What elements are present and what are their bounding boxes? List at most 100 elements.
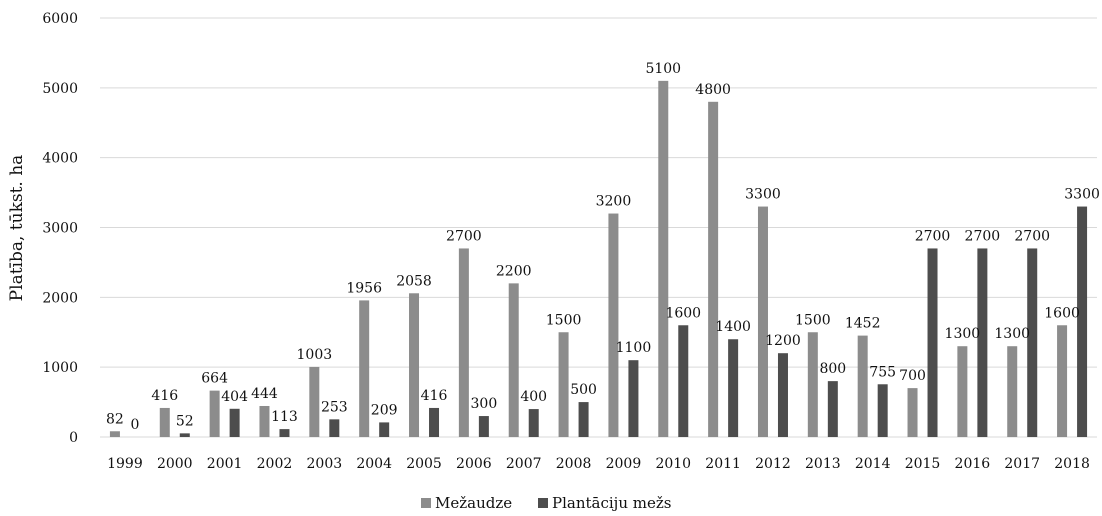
bar-mezaudze-2010 — [658, 80, 669, 437]
x-tick-label: 2005 — [406, 456, 442, 472]
bar-mezaudze-2000 — [159, 407, 170, 437]
bar-plantaciju-mezs-2002 — [279, 429, 290, 437]
bar-mezaudze-2011 — [708, 101, 719, 438]
bar-mezaudze-2003 — [309, 366, 320, 437]
data-label-mezaudze-2001: 664 — [201, 371, 228, 387]
data-label-plantaciju-mezs-2000: 52 — [176, 413, 194, 429]
data-label-mezaudze-2002: 444 — [251, 386, 278, 402]
bar-plantaciju-mezs-2009 — [628, 360, 639, 437]
bar-mezaudze-2014 — [857, 335, 868, 437]
bar-plantaciju-mezs-2014 — [877, 384, 888, 437]
data-label-plantaciju-mezs-2011: 1400 — [715, 319, 751, 335]
x-tick-label: 2010 — [655, 456, 691, 472]
data-label-plantaciju-mezs-2009: 1100 — [616, 340, 652, 356]
bar-plantaciju-mezs-2004 — [379, 422, 390, 437]
x-tick-label: 2018 — [1054, 456, 1090, 472]
data-label-mezaudze-2004: 1956 — [346, 280, 382, 296]
bar-mezaudze-2004 — [359, 300, 370, 437]
bar-plantaciju-mezs-2005 — [429, 407, 440, 437]
data-label-plantaciju-mezs-2012: 1200 — [765, 333, 801, 349]
data-label-plantaciju-mezs-1999: 0 — [130, 417, 139, 433]
x-tick-label: 2008 — [556, 456, 592, 472]
data-label-plantaciju-mezs-2006: 300 — [471, 396, 498, 412]
bar-plantaciju-mezs-2003 — [329, 419, 340, 437]
bar-mezaudze-2015 — [907, 388, 918, 437]
bar-plantaciju-mezs-2000 — [179, 433, 190, 437]
data-labels: 82 0 416 52 664 404 444 113 1003 253 1956 209 2058 41… — [106, 61, 1100, 433]
legend-swatch-mezaudze — [421, 498, 431, 508]
data-label-mezaudze-2011: 4800 — [695, 82, 731, 98]
data-label-mezaudze-2008: 1500 — [546, 312, 582, 328]
data-label-plantaciju-mezs-2015: 2700 — [915, 228, 951, 244]
x-tick-label: 2011 — [705, 456, 741, 472]
bar-mezaudze-2009 — [608, 213, 619, 437]
data-label-plantaciju-mezs-2004: 209 — [371, 402, 398, 418]
bar-mezaudze-2007 — [508, 283, 519, 437]
data-label-plantaciju-mezs-2016: 2700 — [965, 228, 1001, 244]
bar-plantaciju-mezs-2007 — [528, 409, 539, 437]
bar-mezaudze-2008 — [558, 332, 569, 437]
bar-plantaciju-mezs-2018 — [1077, 206, 1088, 437]
bar-mezaudze-2013 — [807, 332, 818, 437]
y-tick-label: 5000 — [42, 81, 78, 97]
data-label-mezaudze-2006: 2700 — [446, 228, 482, 244]
data-label-plantaciju-mezs-2013: 800 — [819, 361, 846, 377]
bar-plantaciju-mezs-2015 — [927, 248, 938, 437]
data-label-plantaciju-mezs-2010: 1600 — [665, 305, 701, 321]
bar-plantaciju-mezs-2012 — [777, 353, 788, 437]
x-tick-label: 1999 — [107, 456, 143, 472]
bar-plantaciju-mezs-2013 — [827, 381, 838, 437]
bar-mezaudze-1999 — [109, 431, 120, 437]
gridlines — [100, 17, 1097, 438]
y-tick-label: 1000 — [42, 360, 78, 376]
bar-mezaudze-2018 — [1057, 325, 1068, 437]
bar-mezaudze-2017 — [1007, 346, 1018, 437]
y-tick-label: 3000 — [42, 221, 78, 237]
y-axis-label: Platība, tūkst. ha — [7, 155, 27, 302]
x-tick-label: 2004 — [356, 456, 392, 472]
x-tick-label: 2014 — [855, 456, 891, 472]
bar-mezaudze-2012 — [757, 206, 768, 437]
data-label-mezaudze-2000: 416 — [151, 388, 178, 404]
data-label-plantaciju-mezs-2003: 253 — [321, 399, 348, 415]
data-label-mezaudze-2017: 1300 — [994, 326, 1030, 342]
legend-swatch-plantaciju-mezs — [538, 498, 548, 508]
data-label-mezaudze-2013: 1500 — [795, 312, 831, 328]
x-tick-label: 2007 — [506, 456, 542, 472]
legend: Mežaudze Plantāciju mežs — [421, 494, 671, 512]
bar-mezaudze-2001 — [209, 390, 220, 437]
data-label-plantaciju-mezs-2018: 3300 — [1064, 187, 1100, 203]
data-label-plantaciju-mezs-2007: 400 — [520, 389, 547, 405]
y-tick-label: 2000 — [42, 290, 78, 306]
data-label-mezaudze-2009: 3200 — [596, 194, 632, 210]
x-tick-label: 2000 — [157, 456, 193, 472]
y-tick-label: 0 — [69, 430, 78, 446]
data-label-mezaudze-2018: 1600 — [1044, 305, 1080, 321]
bar-plantaciju-mezs-2006 — [478, 416, 489, 437]
x-tick-label: 2017 — [1004, 456, 1040, 472]
x-tick-label: 2003 — [307, 456, 343, 472]
bar-plantaciju-mezs-2011 — [728, 339, 739, 437]
x-axis-ticks: 1999 2000 2001 2002 2003 2004 2005 2006 2007 2008… — [107, 456, 1090, 472]
bar-plantaciju-mezs-2017 — [1027, 248, 1038, 437]
bar-plantaciju-mezs-2010 — [678, 325, 689, 437]
y-tick-label: 6000 — [42, 11, 78, 27]
y-tick-label: 4000 — [42, 151, 78, 167]
data-label-plantaciju-mezs-2002: 113 — [271, 409, 298, 425]
data-label-mezaudze-2005: 2058 — [396, 273, 432, 289]
x-tick-label: 2006 — [456, 456, 492, 472]
bars — [109, 80, 1088, 438]
data-label-mezaudze-1999: 82 — [106, 411, 124, 427]
data-label-plantaciju-mezs-2014: 755 — [869, 364, 896, 380]
data-label-mezaudze-2015: 700 — [899, 368, 926, 384]
bar-plantaciju-mezs-2008 — [578, 402, 589, 437]
bar-plantaciju-mezs-2001 — [229, 408, 240, 437]
x-tick-label: 2001 — [207, 456, 243, 472]
data-label-mezaudze-2010: 5100 — [645, 61, 681, 77]
bar-mezaudze-2006 — [458, 248, 469, 437]
data-label-mezaudze-2003: 1003 — [297, 347, 333, 363]
data-label-mezaudze-2012: 3300 — [745, 187, 781, 203]
data-label-plantaciju-mezs-2001: 404 — [221, 389, 248, 405]
data-label-plantaciju-mezs-2008: 500 — [570, 382, 597, 398]
